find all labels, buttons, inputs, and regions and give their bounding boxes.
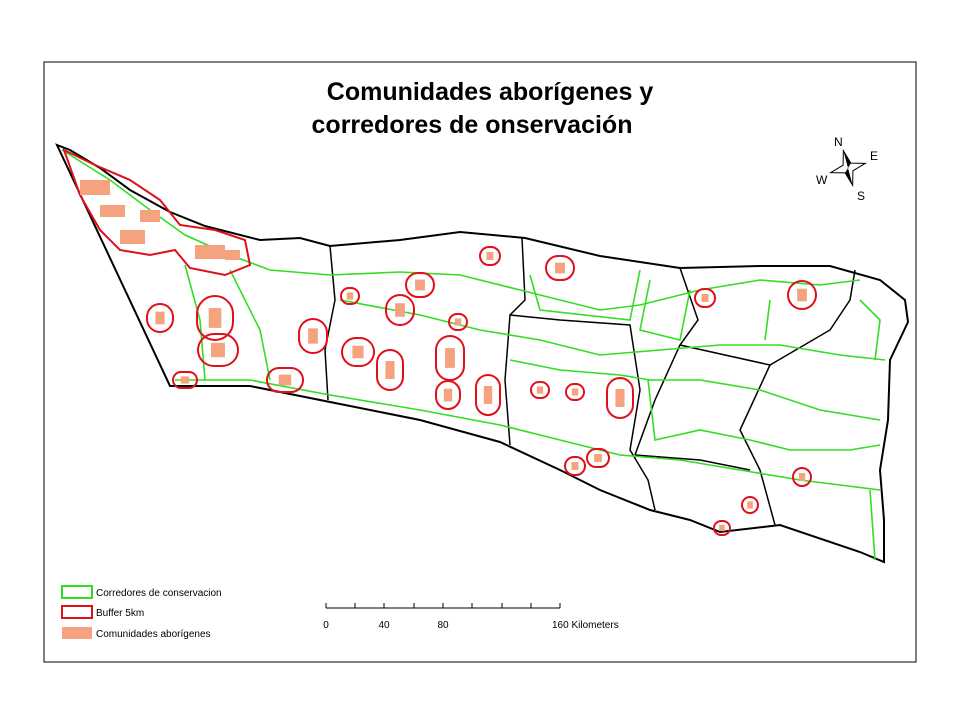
buffer (298, 318, 328, 354)
buffer (792, 467, 812, 487)
community (797, 288, 807, 302)
legend-label: Corredores de conservacion (96, 588, 222, 599)
community (594, 453, 602, 463)
community (395, 303, 405, 317)
community (571, 388, 579, 396)
buffer (376, 349, 404, 391)
buffer (741, 496, 759, 514)
legend: Corredores de conservacion Buffer 5km Comu… (61, 585, 222, 640)
compass-w: W (816, 173, 828, 187)
title-line: corredores de onservación (312, 111, 633, 139)
legend-swatch (61, 605, 93, 619)
community (615, 389, 625, 407)
buffer (545, 255, 575, 281)
region (55, 143, 910, 564)
community (211, 342, 225, 358)
buffer (146, 303, 174, 333)
community (155, 311, 165, 325)
community (140, 210, 160, 222)
scale-label: 0 (323, 620, 329, 631)
community (536, 386, 544, 394)
buffer (435, 335, 465, 381)
community (385, 361, 395, 379)
community (308, 328, 318, 344)
community (346, 292, 354, 300)
community (225, 250, 240, 260)
community (180, 376, 190, 384)
buffer (448, 313, 468, 331)
community (80, 180, 110, 195)
community (352, 345, 364, 359)
community (454, 318, 462, 326)
compass-fill (843, 150, 853, 186)
community (443, 388, 453, 402)
buffer (341, 337, 375, 367)
buffer (713, 520, 731, 536)
community (719, 524, 725, 532)
buffer-cluster (62, 148, 252, 277)
buffer (405, 272, 435, 298)
region-outline (55, 143, 910, 564)
community (195, 245, 225, 259)
districts (324, 237, 856, 526)
community (120, 230, 145, 244)
legend-swatch (61, 585, 93, 599)
buffer (172, 371, 198, 389)
community (415, 279, 425, 291)
scale-label: 40 (378, 620, 390, 631)
community (555, 262, 565, 274)
legend-swatch (62, 627, 92, 639)
scale-bar: 0 40 80 160 Kilometers (323, 603, 619, 631)
community (483, 386, 493, 404)
buffer (196, 295, 234, 341)
buffer (435, 380, 461, 410)
community (100, 205, 125, 217)
community (701, 293, 709, 303)
buffer (197, 333, 239, 367)
buffer (385, 294, 415, 326)
buffer (694, 288, 716, 308)
community (208, 308, 222, 328)
community (278, 374, 292, 386)
compass-s: S (857, 189, 865, 203)
scale-label: 80 (437, 620, 449, 631)
community (747, 501, 753, 509)
compass-e: E (870, 149, 878, 163)
buffers (62, 148, 817, 536)
community (445, 348, 455, 368)
scale-label: 160 Kilometers (552, 620, 619, 631)
buffer (266, 367, 304, 393)
community (571, 461, 579, 471)
buffer (586, 448, 610, 468)
buffer (565, 383, 585, 401)
buffer (340, 287, 360, 305)
community (798, 472, 806, 482)
legend-label: Buffer 5km (96, 608, 144, 619)
buffer (564, 456, 586, 476)
compass-n: N (834, 135, 843, 149)
compass (828, 148, 868, 188)
buffer (475, 374, 501, 416)
title-line: Comunidades aborígenes y (327, 78, 654, 106)
buffer (479, 246, 501, 266)
corridors (61, 149, 886, 561)
community (486, 251, 494, 261)
buffer (787, 280, 817, 310)
buffer (606, 377, 634, 419)
buffer (530, 381, 550, 399)
legend-label: Comunidades aborígenes (96, 629, 211, 640)
